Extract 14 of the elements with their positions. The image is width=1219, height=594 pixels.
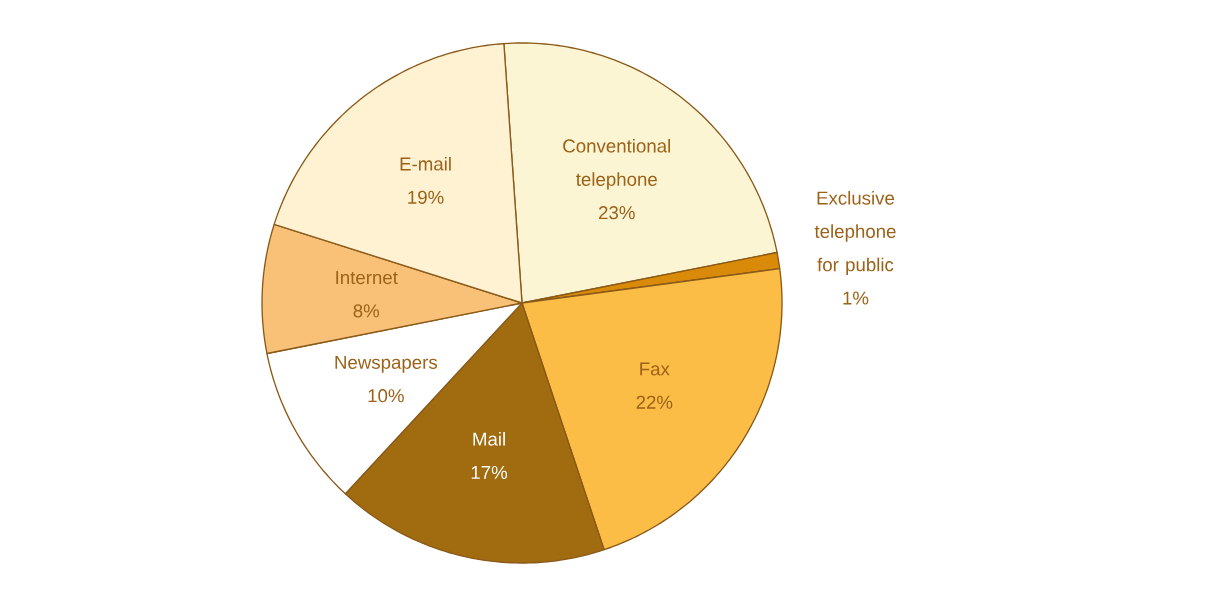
- slice-label: Mail: [473, 431, 505, 446]
- data-label: 8%: [353, 304, 380, 318]
- data-label: 17%: [471, 465, 508, 479]
- data-label: 23%: [599, 206, 635, 220]
- slice-label: Conventional telephone: [563, 138, 670, 190]
- data-label: 19%: [408, 190, 444, 204]
- data-label: 22%: [636, 395, 673, 409]
- data-label: 1%: [843, 291, 869, 305]
- slice-label: Internet: [336, 271, 398, 285]
- slice-label: Newspapers: [335, 355, 438, 373]
- slice-label: Fax: [640, 362, 670, 376]
- slice-label: Exclusive telephone for public: [814, 190, 896, 276]
- data-label: 10%: [368, 389, 404, 403]
- slice-label: E-mail: [400, 156, 451, 171]
